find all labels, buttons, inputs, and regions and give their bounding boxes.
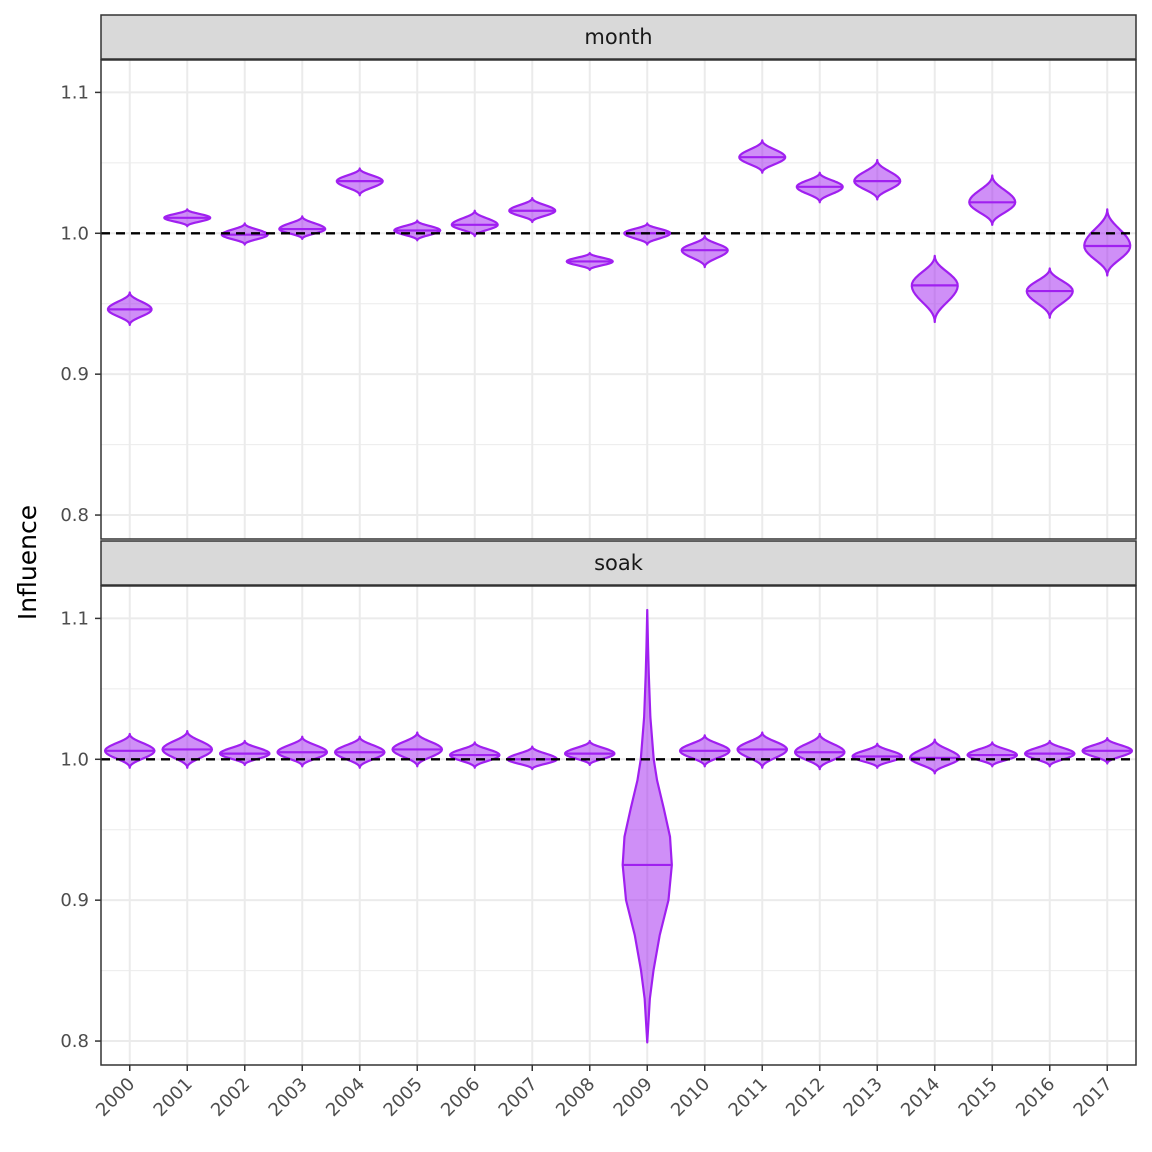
y-axis-title: Influence bbox=[13, 505, 42, 620]
x-tick-label: 2016 bbox=[1012, 1074, 1059, 1121]
y-tick-label: 0.8 bbox=[60, 1031, 89, 1052]
x-tick-label: 2013 bbox=[840, 1074, 887, 1121]
x-tick-label: 2007 bbox=[495, 1074, 542, 1121]
violin-month-2015 bbox=[968, 174, 1017, 226]
strip-background bbox=[100, 540, 1137, 586]
violin-month-2014 bbox=[910, 254, 959, 324]
y-tick-label: 0.9 bbox=[60, 364, 89, 385]
x-tick-label: 2008 bbox=[552, 1074, 599, 1121]
violin-soak-2009 bbox=[621, 608, 673, 1044]
panel-month: month 0.8 0.9 1.0 1.1 bbox=[60, 14, 1137, 540]
violin-month-2017 bbox=[1083, 208, 1132, 277]
y-tick-label: 1.1 bbox=[60, 608, 89, 629]
x-tick-label: 2010 bbox=[667, 1074, 714, 1121]
x-tick-label: 2002 bbox=[207, 1074, 254, 1121]
x-tick-label: 2012 bbox=[782, 1074, 829, 1121]
panel-soak: soak 0.8 0.9 1.0 1.1 bbox=[60, 540, 1137, 1066]
y-tick-label: 0.8 bbox=[60, 505, 89, 526]
x-tick-label: 2015 bbox=[955, 1074, 1002, 1121]
violin-soak-2007 bbox=[506, 745, 558, 771]
x-tick-label: 2003 bbox=[265, 1074, 312, 1121]
x-tick-label: 2004 bbox=[322, 1074, 369, 1121]
x-tick-label: 2001 bbox=[150, 1074, 197, 1121]
y-tick-label: 1.1 bbox=[60, 82, 89, 103]
panel-border bbox=[100, 59, 1137, 540]
x-tick-label: 2017 bbox=[1070, 1074, 1117, 1121]
strip-background bbox=[100, 14, 1137, 60]
panel-border bbox=[100, 585, 1137, 1066]
strip-label: month bbox=[584, 25, 652, 49]
plot-background bbox=[101, 586, 1136, 1065]
y-tick-label: 1.0 bbox=[60, 223, 89, 244]
violin-month-2006 bbox=[450, 209, 499, 238]
x-tick-label: 2005 bbox=[380, 1074, 427, 1121]
y-tick-label: 0.9 bbox=[60, 890, 89, 911]
violin-month-2013 bbox=[853, 158, 902, 201]
plot-background bbox=[101, 60, 1136, 539]
violin-soak-2014 bbox=[908, 738, 961, 775]
x-tick-label: 2006 bbox=[437, 1074, 484, 1121]
violin-month-2016 bbox=[1025, 267, 1074, 319]
x-tick-label: 2011 bbox=[725, 1074, 772, 1121]
x-tick-label: 2014 bbox=[897, 1074, 944, 1121]
x-tick-label: 2009 bbox=[610, 1074, 657, 1121]
strip-label: soak bbox=[594, 551, 644, 575]
y-tick-label: 1.0 bbox=[60, 749, 89, 770]
x-tick-label: 2000 bbox=[92, 1074, 139, 1121]
violin-month-2010 bbox=[680, 235, 729, 269]
